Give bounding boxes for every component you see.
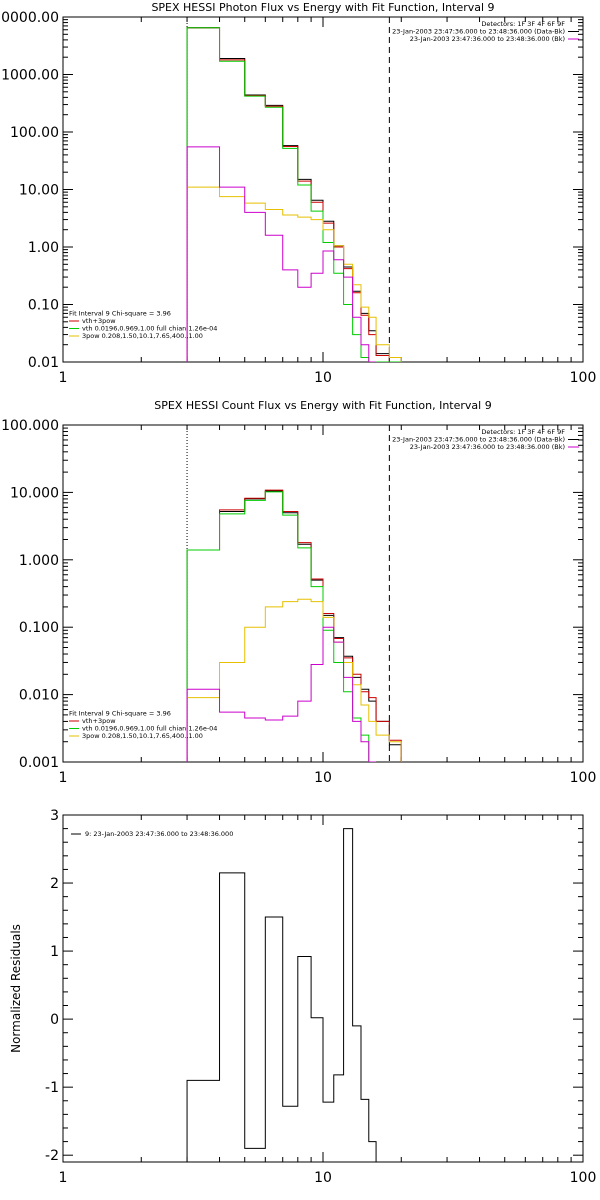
legend-entry: 23-Jan-2003 23:47:36.000 to 23:48:36.000…: [392, 436, 565, 444]
x-tick-label: 1: [59, 770, 68, 786]
series-group: [186, 489, 402, 762]
legend-entry: 23-Jan-2003 23:47:36.000 to 23:48:36.000…: [410, 35, 565, 43]
y-tick-label: 3: [50, 808, 59, 824]
legend-entry: Detectors: 1F 3F 4F 6F 9F: [481, 20, 565, 28]
chart-panel-2: SPEX HESSI Count Flux vs Energy with Fit…: [1, 399, 596, 786]
y-tick-label: -1: [45, 1080, 59, 1096]
series-line: [186, 828, 390, 1162]
y-tick-label: -2: [45, 1148, 59, 1164]
series-line: [186, 626, 377, 762]
y-tick-label: 0.100: [19, 620, 59, 636]
legend-entry: 9: 23-Jan-2003 23:47:36.000 to 23:48:36.…: [85, 830, 233, 838]
y-tick-label: 0.01: [28, 355, 59, 371]
y-tick-label: 100.00: [10, 125, 59, 141]
legend-entry: vth+3pow: [82, 317, 116, 325]
y-tick-label: 10.00: [19, 183, 59, 199]
series-group: [186, 27, 402, 362]
y-tick-label: 0.010: [19, 688, 59, 704]
y-tick-label: 10.000: [10, 485, 59, 501]
y-tick-label: 1.000: [19, 553, 59, 569]
x-tick-label: 1: [59, 1170, 68, 1186]
legend-entry: 3pow 0.208,1.50,10.1,7.65,400.,1.00: [82, 332, 203, 340]
y-tick-label: 0.001: [19, 755, 59, 771]
y-tick-label: 1000.00: [1, 68, 59, 84]
legend-entry: vth+3pow: [82, 717, 116, 725]
y-axis-label: Normalized Residuals: [9, 924, 23, 1053]
series-line: [186, 489, 402, 762]
x-tick-label: 100: [570, 770, 597, 786]
series-line: [186, 598, 402, 762]
series-line: [186, 146, 377, 362]
legend-entry: 23-Jan-2003 23:47:36.000 to 23:48:36.000…: [410, 443, 565, 451]
series-line: [186, 27, 402, 362]
y-tick-label: 0: [50, 1012, 59, 1028]
legend-entry: vth 0.0196,0.969,1.00 full chian 1.26e-0…: [82, 725, 217, 733]
legend-entry: vth 0.0196,0.969,1.00 full chian 1.26e-0…: [82, 325, 217, 333]
x-tick-label: 10: [314, 1170, 332, 1186]
chart-title: SPEX HESSI Count Flux vs Energy with Fit…: [154, 399, 491, 412]
legend-entry: 23-Jan-2003 23:47:36.000 to 23:48:36.000…: [392, 28, 565, 36]
plot-frame: [62, 814, 584, 1163]
x-tick-label: 100: [570, 370, 597, 386]
y-tick-label: 1.00: [28, 240, 59, 256]
chart-title: SPEX HESSI Photon Flux vs Energy with Fi…: [151, 1, 494, 14]
x-tick-label: 10: [314, 770, 332, 786]
legend-entry: Fit Interval 9 Chi-square = 3.96: [69, 710, 171, 718]
series-line: [186, 491, 377, 762]
series-line: [186, 490, 402, 762]
chart-panel-1: SPEX HESSI Photon Flux vs Energy with Fi…: [0, 1, 596, 386]
series-group: [186, 828, 390, 1162]
y-tick-label: 0.10: [28, 298, 59, 314]
y-tick-label: 100.000: [1, 418, 59, 434]
x-tick-label: 100: [570, 1170, 597, 1186]
legend-entry: Fit Interval 9 Chi-square = 3.96: [69, 310, 171, 318]
x-tick-label: 10: [314, 370, 332, 386]
y-tick-label: 1: [50, 944, 59, 960]
series-line: [186, 186, 402, 362]
x-tick-label: 1: [59, 370, 68, 386]
y-tick-label: 2: [50, 876, 59, 892]
legend-entry: Detectors: 1F 3F 4F 6F 9F: [481, 428, 565, 436]
legend-entry: 3pow 0.208,1.50,10.1,7.65,400.,1.00: [82, 732, 203, 740]
